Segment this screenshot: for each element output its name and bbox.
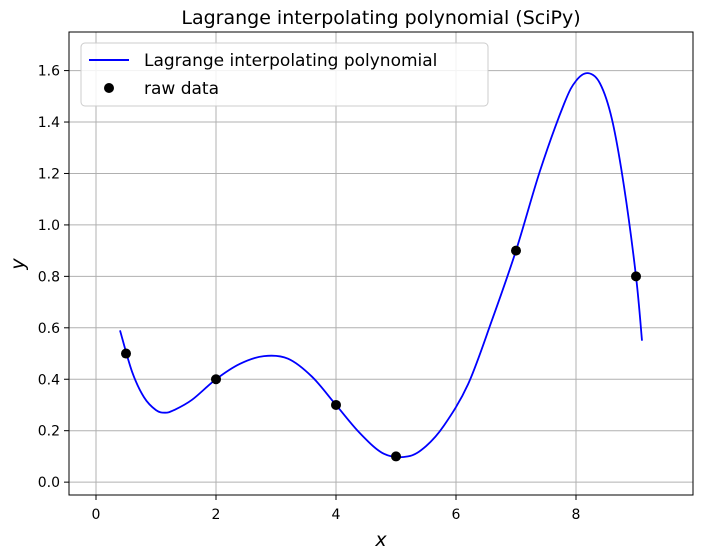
y-tick-label: 0.0 <box>38 475 60 491</box>
series-line-lagrange <box>119 72 643 459</box>
plot-frame <box>68 31 694 496</box>
y-tick-label: 0.4 <box>38 372 60 388</box>
y-tick-label: 1.6 <box>38 64 60 80</box>
y-tick-label: 1.2 <box>38 166 60 182</box>
x-tick-label: 2 <box>212 507 221 523</box>
data-point <box>331 399 341 410</box>
axis-ticks: 0 2 4 6 8 0.0 0.2 0.4 0.6 0.8 1.0 1.2 1.4 1.6 <box>38 64 581 523</box>
y-axis-label: y <box>7 258 29 271</box>
chart-title: Lagrange interpolating polynomial (SciPy… <box>181 7 580 29</box>
y-tick-label: 1.0 <box>38 218 60 234</box>
x-axis-label: x <box>374 529 387 551</box>
legend: Lagrange interpolating polynomial raw da… <box>80 42 489 107</box>
y-tick-label: 0.2 <box>38 424 60 440</box>
plot-area <box>119 72 643 462</box>
y-tick-label: 0.8 <box>38 269 60 285</box>
x-tick-label: 4 <box>332 507 341 523</box>
y-tick-label: 1.4 <box>38 115 60 131</box>
y-tick-label: 0.6 <box>38 321 60 337</box>
legend-box <box>80 42 489 107</box>
data-point <box>511 245 521 256</box>
data-point <box>211 374 221 385</box>
legend-dot-marker <box>104 83 114 93</box>
data-point <box>391 451 401 462</box>
x-tick-label: 6 <box>452 507 461 523</box>
data-point <box>121 348 131 359</box>
x-tick-label: 8 <box>572 507 581 523</box>
x-tick-label: 0 <box>92 507 101 523</box>
legend-label-raw-data: raw data <box>144 79 219 99</box>
legend-label-polynomial: Lagrange interpolating polynomial <box>144 51 437 71</box>
data-point <box>631 271 641 282</box>
